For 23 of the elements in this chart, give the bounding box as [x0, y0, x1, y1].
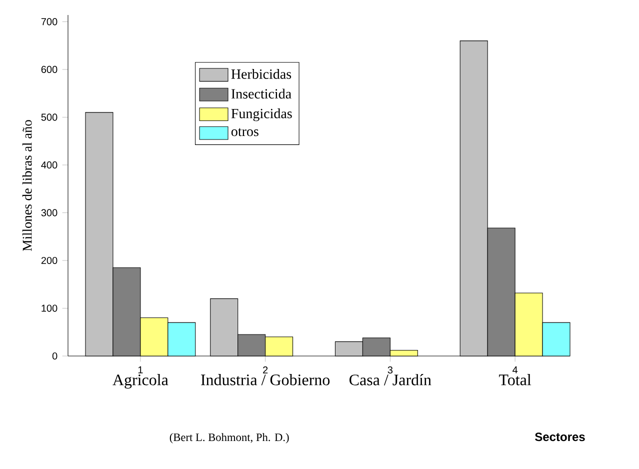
x-axis-title: Sectores [535, 432, 585, 442]
x-tick-label: 2 [263, 366, 268, 374]
text: Casa / Jardín [350, 374, 432, 386]
y-tick-label: 400 [41, 161, 58, 169]
x-tick-label: 3 [388, 366, 393, 374]
text: Total [499, 374, 532, 386]
text: Industria / Gobierno [201, 374, 330, 386]
y-tick-label: 300 [41, 209, 58, 216]
legend-label: Insecticida [231, 88, 292, 99]
y-tick-label: 200 [41, 256, 58, 264]
y-tick-label: 100 [42, 304, 58, 312]
x-tick-label: 1 [138, 366, 143, 374]
text: Agricola [112, 374, 168, 389]
legend-label: Fungicidas [231, 108, 292, 122]
y-tick-label: 600 [41, 66, 58, 73]
y-axis-title: Millones de libras al año [22, 120, 32, 252]
text: (Bert L. Bohmont, Ph. D.) [170, 433, 289, 444]
y-tick-label: 500 [41, 114, 58, 121]
y-tick-label: 700 [41, 18, 58, 26]
legend-label: Herbicidas [231, 69, 292, 79]
x-tick-label: 4 [512, 366, 518, 374]
y-tick-label: 0 [52, 352, 58, 360]
legend-label: otros [231, 128, 258, 136]
